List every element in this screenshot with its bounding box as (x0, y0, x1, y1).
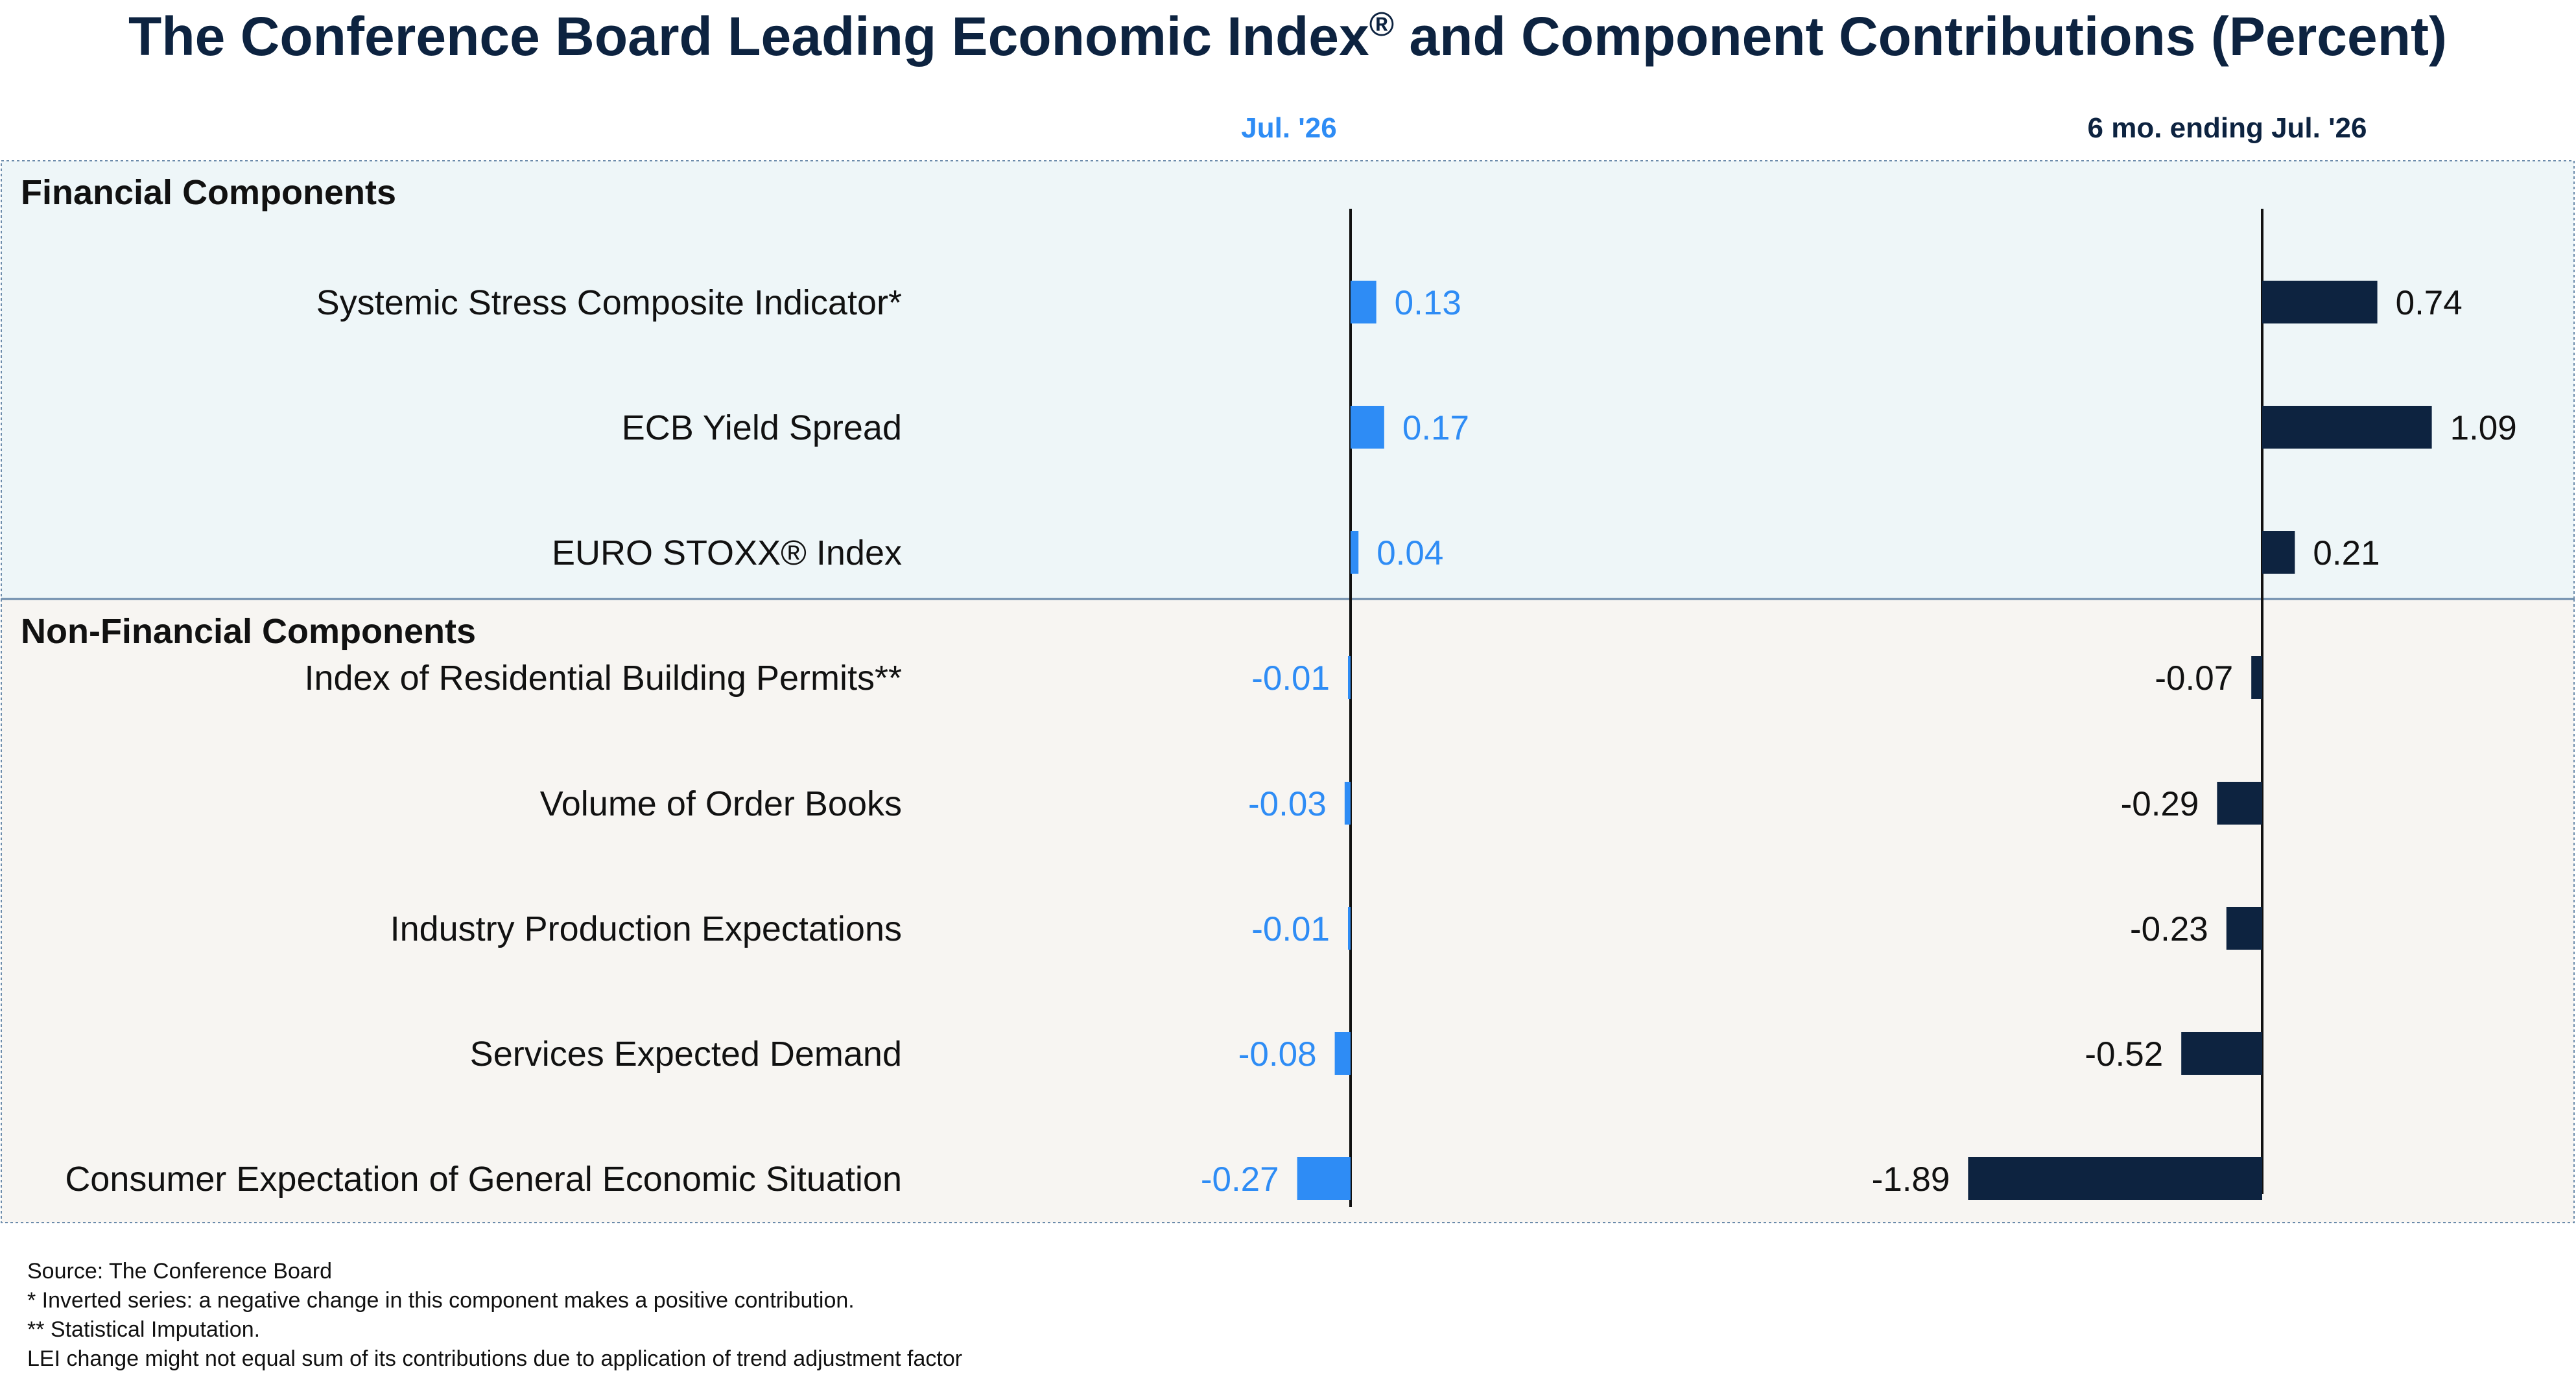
six-month-value-label: 0.74 (2396, 284, 2463, 322)
jul-value-label: -0.08 (1238, 1035, 1317, 1074)
footnote-trend-adjustment: LEI change might not equal sum of its co… (27, 1346, 962, 1371)
six-month-bar-euro-stoxx-index (2262, 531, 2295, 574)
jul-bars: 0.13 0.17 0.04 -0.01 -0.03 -0.01 -0.08 -0.27 (1201, 281, 1469, 1200)
non-financial-section-label: Non-Financial Components (21, 612, 476, 651)
six-month-value-label: 1.09 (2450, 409, 2517, 447)
jul-bar-systemic-stress-composite-indicator (1351, 281, 1377, 323)
category-label-services-expected-demand: Services Expected Demand (470, 1035, 902, 1074)
six-month-bar-index-of-residential-building-permits (2251, 656, 2262, 699)
category-labels: Systemic Stress Composite Indicator* ECB … (65, 283, 902, 1199)
title-registered-mark: ® (1369, 6, 1394, 43)
title-rest: and Component Contributions (Percent) (1394, 6, 2447, 67)
six-month-value-label: -0.29 (2121, 785, 2199, 823)
jul-bar-volume-of-order-books (1344, 782, 1351, 825)
jul-bar-industry-production-expectations (1348, 907, 1351, 950)
jul-value-label: 0.13 (1395, 284, 1461, 322)
jul-bar-ecb-yield-spread (1351, 406, 1384, 449)
column-header-six-month: 6 mo. ending Jul. '26 (2088, 112, 2367, 144)
six-month-value-label: -0.23 (2130, 910, 2208, 948)
six-month-bars: 0.74 1.09 0.21 -0.07 -0.29 -0.23 -0.52 -1.89 (1872, 281, 2517, 1200)
jul-bar-index-of-residential-building-permits (1348, 656, 1351, 699)
jul-bar-services-expected-demand (1334, 1032, 1351, 1075)
footnote-imputation: ** Statistical Imputation. (27, 1317, 260, 1342)
jul-value-label: -0.01 (1251, 659, 1330, 698)
category-label-index-of-residential-building-permits: Index of Residential Building Permits** (305, 659, 902, 698)
six-month-value-label: -0.52 (2085, 1035, 2163, 1074)
jul-bar-euro-stoxx-index (1351, 531, 1359, 574)
chart-title: The Conference Board Leading Economic In… (128, 6, 2447, 67)
column-header-jul: Jul. '26 (1241, 112, 1336, 144)
footnote-inverted: * Inverted series: a negative change in … (27, 1288, 855, 1313)
category-label-industry-production-expectations: Industry Production Expectations (390, 909, 902, 948)
footnote-source: Source: The Conference Board (27, 1259, 332, 1284)
category-label-ecb-yield-spread: ECB Yield Spread (622, 408, 902, 447)
six-month-value-label: 0.21 (2313, 534, 2380, 572)
financial-section-label: Financial Components (21, 173, 396, 212)
jul-value-label: -0.27 (1201, 1160, 1279, 1199)
six-month-bar-consumer-expectation-of-general-economic-situation (1968, 1157, 2262, 1200)
non-financial-section-panel (1, 598, 2575, 1223)
six-month-value-label: -0.07 (2155, 659, 2233, 698)
category-label-systemic-stress-composite-indicator: Systemic Stress Composite Indicator* (316, 283, 902, 322)
six-month-bar-ecb-yield-spread (2262, 406, 2432, 449)
jul-value-label: 0.17 (1402, 409, 1469, 447)
six-month-bar-volume-of-order-books (2217, 782, 2262, 825)
title-main: The Conference Board Leading Economic In… (128, 6, 1369, 67)
category-label-consumer-expectation-of-general-economic-situation: Consumer Expectation of General Economic… (65, 1160, 902, 1199)
category-label-euro-stoxx-index: EURO STOXX® Index (552, 534, 902, 572)
financial-section-panel (1, 160, 2575, 600)
six-month-bar-systemic-stress-composite-indicator (2262, 281, 2378, 323)
jul-value-label: 0.04 (1377, 534, 1443, 572)
six-month-bar-services-expected-demand (2181, 1032, 2262, 1075)
jul-value-label: -0.03 (1248, 785, 1327, 823)
jul-bar-consumer-expectation-of-general-economic-situation (1297, 1157, 1351, 1200)
category-label-volume-of-order-books: Volume of Order Books (540, 784, 902, 823)
six-month-value-label: -1.89 (1872, 1160, 1950, 1199)
six-month-bar-industry-production-expectations (2226, 907, 2262, 950)
jul-value-label: -0.01 (1251, 910, 1330, 948)
